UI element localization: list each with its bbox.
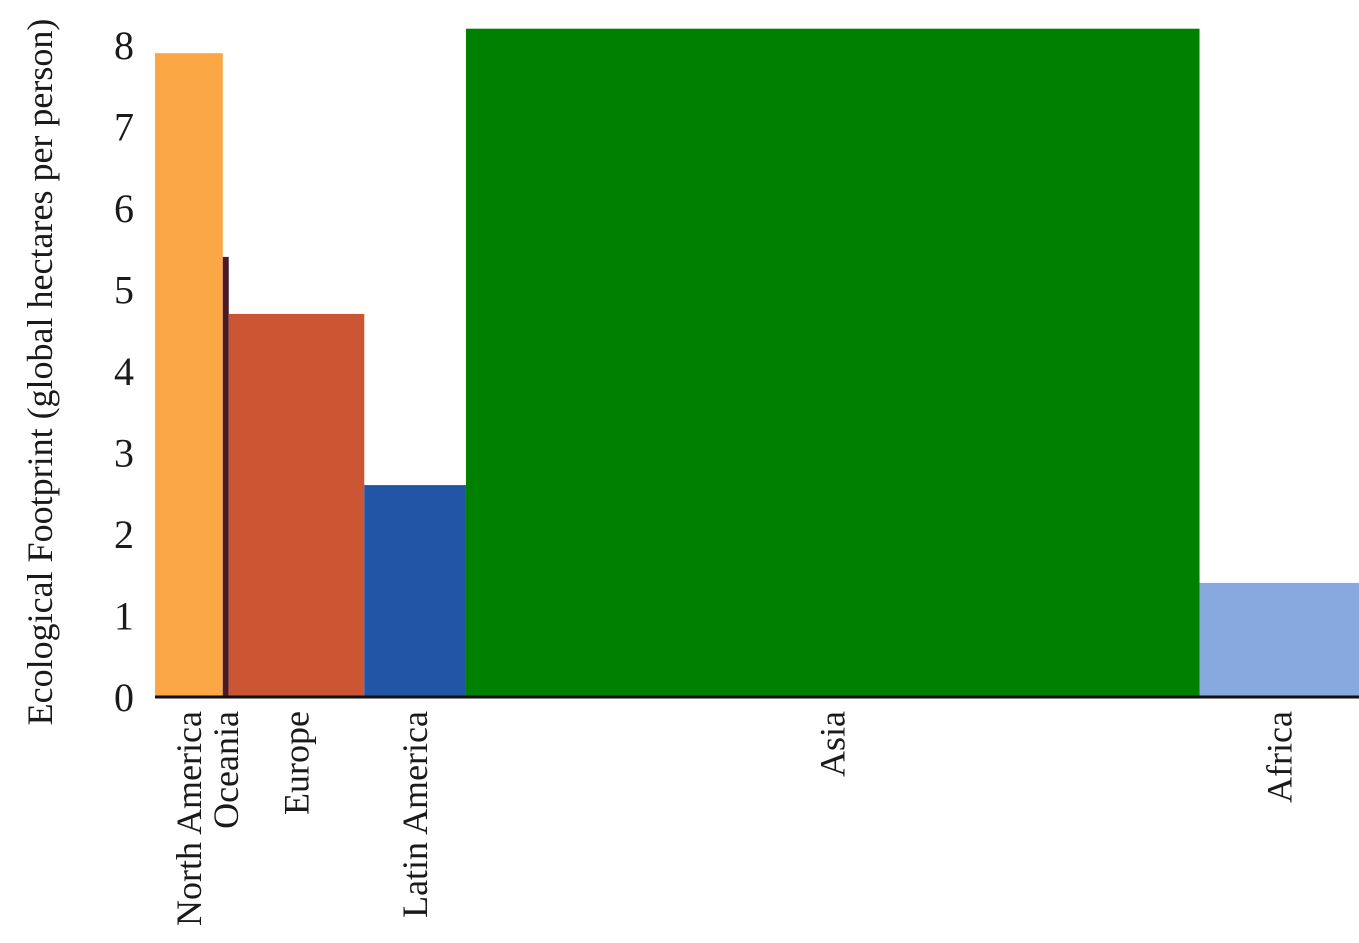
y-tick-label: 0 (114, 675, 134, 720)
y-tick-label: 8 (114, 23, 134, 68)
x-label-europe: Europe (277, 711, 317, 815)
bar-oceania (222, 256, 229, 697)
x-label-north-america: North America (169, 711, 209, 926)
y-tick-label: 7 (114, 105, 134, 150)
bar-asia (465, 28, 1200, 697)
bar-africa (1199, 582, 1359, 697)
bars (155, 28, 1359, 697)
bar-europe (228, 313, 365, 697)
y-axis-title: Ecological Footprint (global hectares pe… (20, 19, 60, 726)
y-tick-label: 1 (114, 594, 134, 639)
y-tick-label: 6 (114, 186, 134, 231)
bar-north-america (155, 53, 223, 697)
bar-latin-america (364, 485, 466, 697)
y-ticks: 0 1 2 3 4 5 6 7 8 (114, 23, 134, 720)
y-tick-label: 4 (114, 349, 134, 394)
y-tick-label: 5 (114, 268, 134, 313)
x-label-africa: Africa (1259, 711, 1299, 803)
x-label-asia: Asia (813, 711, 853, 777)
y-tick-label: 3 (114, 431, 134, 476)
y-tick-label: 2 (114, 512, 134, 557)
x-label-oceania: Oceania (206, 711, 246, 829)
x-label-latin-america: Latin America (395, 711, 435, 918)
